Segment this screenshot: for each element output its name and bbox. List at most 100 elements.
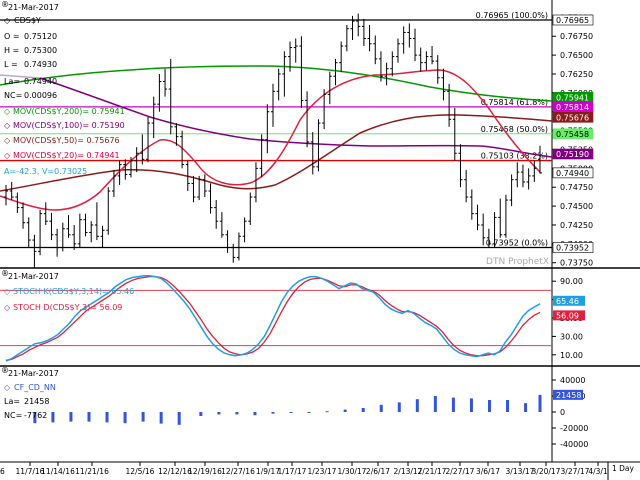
- cot-bar: [379, 404, 383, 412]
- fib-label: 0.75458 (50.0%): [481, 125, 548, 134]
- chart-corner-glyph: ®: [1, 366, 9, 375]
- cot-bar: [199, 412, 203, 416]
- x-tick-label: 3/6/17: [476, 467, 500, 476]
- price-marker-text: 0.76965: [556, 16, 589, 25]
- x-tick-label: 11/14/16: [41, 467, 75, 476]
- cot-bar: [469, 398, 473, 412]
- ma50-line: [0, 114, 553, 192]
- cot-tick-label: 0: [560, 408, 565, 417]
- x-tick-label: 1/23/17: [308, 467, 337, 476]
- cot-bar: [87, 412, 91, 422]
- x-tick-label: 4/3/1: [588, 467, 608, 476]
- x-tick-label: 12/19/16: [188, 467, 222, 476]
- cot-bar: [159, 412, 163, 424]
- ma200-diamond-icon: ◇: [4, 107, 11, 116]
- fib-label: 0.73952 (0.0%): [486, 238, 548, 247]
- cot-last-key: La=: [4, 397, 20, 406]
- cot-bar: [271, 412, 275, 414]
- price-symbol: CDS$Y: [14, 16, 41, 25]
- x-tick-label: 11/21/16: [75, 467, 109, 476]
- quote-open-key: O =: [4, 32, 20, 41]
- x-tick-label: 12/5/16: [126, 467, 155, 476]
- x-tick-label: 1/30/17: [338, 467, 367, 476]
- x-tick-label: 1/17/17: [278, 467, 307, 476]
- cot-bar: [253, 412, 257, 416]
- stoch-date: 21-Mar-2017: [8, 272, 59, 281]
- stoch-d-diamond-icon: ◇: [4, 303, 11, 312]
- cot-marker-text: 21458: [556, 391, 581, 400]
- price-marker-box: [552, 242, 594, 253]
- cot-diamond-icon: ◇: [4, 383, 11, 392]
- cot-bar: [397, 402, 401, 412]
- quote-low: 0.74930: [24, 60, 57, 69]
- cot-bar: [415, 399, 419, 412]
- price-tick-label: 0.76500: [560, 51, 593, 60]
- price-marker-text: 0.75814: [556, 103, 589, 112]
- price-legend: ® 21-Mar-2017 ◇ CDS$Y O = 0.75120 H = 0.…: [1, 0, 125, 176]
- cot-bar: [524, 403, 528, 412]
- cot-bar: [325, 411, 329, 413]
- cot-bar: [69, 412, 73, 422]
- x-tick-label: 2/27/17: [446, 467, 475, 476]
- ma20-diamond-icon: ◇: [4, 151, 11, 160]
- stoch-tick-label: 10.00: [560, 351, 583, 360]
- price-tick-label: 0.73750: [560, 259, 593, 268]
- ma50-legend: MOV(CDS$Y,50)= 0.75676: [13, 136, 120, 145]
- ma20-legend: MOV(CDS$Y,20)= 0.74941: [13, 151, 120, 160]
- quote-high-key: H =: [4, 46, 19, 55]
- cot-bar: [51, 412, 55, 423]
- price-marker-text: 0.75941: [556, 93, 589, 102]
- x-tick-label: 12/27/16: [221, 467, 255, 476]
- stoch-marker-box: [553, 310, 585, 321]
- fib-label: 0.75103 (38.2%): [481, 152, 548, 161]
- x-start-label: 6: [0, 467, 5, 476]
- cot-bar: [235, 412, 239, 415]
- price-marker-box: [552, 148, 594, 160]
- ma200-line: [0, 65, 553, 102]
- quote-last-key: La=: [4, 77, 20, 86]
- ma200-start-segment: [0, 74, 41, 79]
- cot-bar: [506, 400, 510, 412]
- watermark: DTN ProphetX: [486, 257, 549, 267]
- cot-tick-label: -20000: [560, 424, 588, 433]
- chart-corner-glyph: ®: [1, 0, 9, 9]
- cot-bar: [343, 409, 347, 412]
- cot-change: -7762: [24, 411, 47, 420]
- stoch-legend: ® 21-Mar-2017 ◇ STOCH K(CDS$Y,3,14)= 65.…: [1, 269, 134, 312]
- price-date: 21-Mar-2017: [8, 3, 59, 12]
- cot-date: 21-Mar-2017: [8, 369, 59, 378]
- stoch-tick-label: 90.00: [560, 277, 583, 286]
- ma200-legend: MOV(CDS$Y,200)= 0.75941: [13, 107, 125, 116]
- stoch-lines: [0, 274, 552, 362]
- interval-label: 1 Day: [612, 464, 635, 473]
- cot-bar: [123, 412, 127, 424]
- cot-legend: CF_CD_NN: [14, 383, 56, 392]
- quote-open: 0.75120: [24, 32, 57, 41]
- cot-bars: [33, 394, 542, 425]
- cot-bar: [217, 412, 221, 415]
- cot-tick-label: -40000: [560, 440, 588, 449]
- cot-legend: ® 21-Mar-2017 ◇ CF_CD_NN La= 21458 NC= -…: [1, 366, 59, 420]
- symbol-diamond-icon: ◇: [4, 16, 11, 25]
- ma100-legend: MOV(CDS$Y,100)= 0.75190: [13, 121, 125, 130]
- x-tick-label: 2/6/17: [366, 467, 390, 476]
- fib-label: 0.76965 (100.0%): [476, 11, 548, 20]
- cot-bar: [487, 400, 491, 412]
- quote-low-key: L =: [4, 60, 18, 69]
- ma100-line: [39, 77, 553, 158]
- price-tick-label: 0.76750: [560, 32, 593, 41]
- cot-bar: [538, 394, 542, 412]
- ohlc-bars: [4, 13, 542, 268]
- cot-marker-box: [553, 389, 583, 400]
- price-tick-label: 0.74250: [560, 221, 593, 230]
- ma100-diamond-icon: ◇: [4, 121, 11, 130]
- quote-high: 0.75300: [24, 46, 57, 55]
- price-panel: 0.76965 (100.0%) 0.75814 (61.8%) 0.75458 (…: [0, 0, 640, 269]
- chart-corner-glyph: ®: [1, 269, 9, 278]
